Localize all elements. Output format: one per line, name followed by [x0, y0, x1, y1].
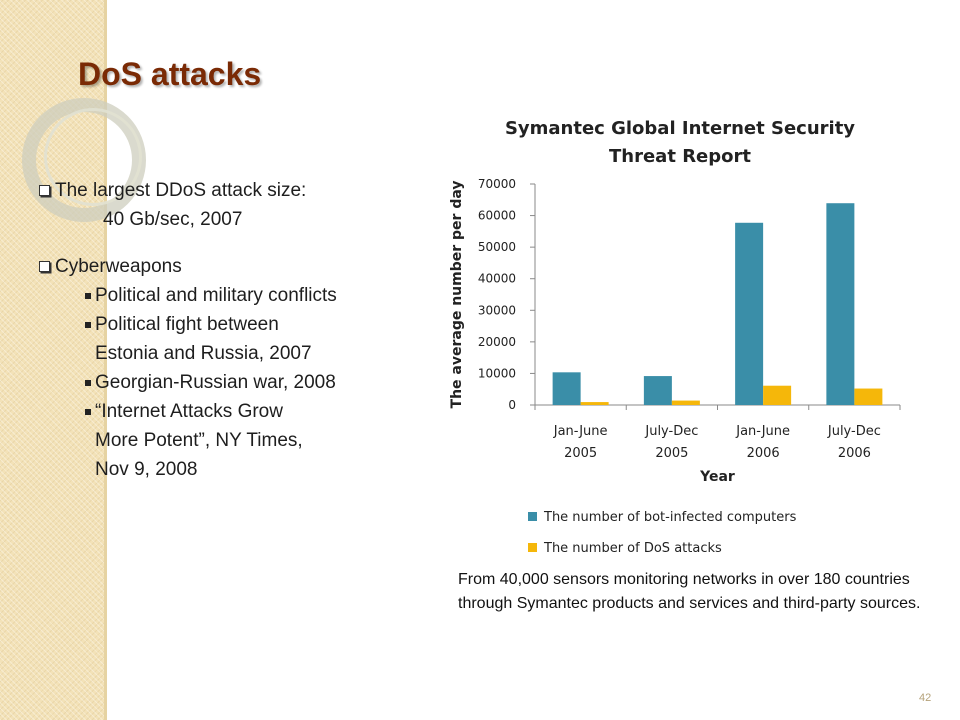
bar-bot-infected — [552, 372, 581, 405]
x-tick-label: 2005 — [564, 446, 597, 461]
bullet-list: The largest DDoS attack size: 40 Gb/sec,… — [37, 176, 397, 484]
legend-swatch-dos-attacks — [528, 543, 537, 552]
bullet-gap — [37, 234, 397, 252]
bar-dos-attacks — [671, 400, 700, 405]
x-tick-label: Jan-June — [553, 424, 608, 439]
bar-bot-infected — [826, 203, 855, 405]
bar-group — [552, 203, 883, 405]
bullet-attack-size: The largest DDoS attack size: — [37, 176, 397, 205]
y-tick-label: 40000 — [478, 272, 516, 286]
legend-label: The number of bot-infected computers — [543, 510, 797, 525]
attack-size-value: 40 Gb/sec, 2007 — [103, 209, 243, 230]
y-tick-label: 10000 — [478, 366, 516, 380]
source-note: From 40,000 sensors monitoring networks … — [458, 571, 921, 612]
cyberweapons-sub-list: Political and military conflicts Politica… — [37, 281, 397, 484]
bar-bot-infected — [643, 376, 672, 405]
sub-bullet-continuation: Estonia and Russia, 2007 — [95, 343, 312, 364]
sub-bullet-continuation: More Potent”, NY Times, — [95, 430, 303, 451]
chart-legend: The number of bot-infected computers The … — [528, 510, 797, 556]
bullet-cyberweapons: Cyberweapons — [37, 252, 397, 281]
x-axis-title-group: Year — [699, 469, 735, 485]
sub-bullet-item: Political fight between — [37, 310, 397, 339]
x-tick-labels: Jan-June 2005 July-Dec 2005 Jan-June 2006 July… — [534, 405, 901, 461]
x-tick-label: July-Dec — [644, 424, 698, 439]
legend-label: The number of DoS attacks — [543, 541, 722, 556]
sub-bullet-item: “Internet Attacks Grow — [37, 397, 397, 426]
bar-chart: Symantec Global Internet Security Threat … — [449, 118, 901, 556]
y-tick-labels: 0 10000 20000 30000 40000 50000 60000 70000 — [478, 177, 535, 412]
x-tick-label: 2005 — [655, 446, 688, 461]
x-axis-title: Year — [699, 469, 735, 485]
sub-bullet-item: Georgian-Russian war, 2008 — [37, 368, 397, 397]
y-tick-label: 0 — [508, 398, 516, 412]
sub-bullet-continuation: Nov 9, 2008 — [95, 459, 198, 480]
y-tick-label: 50000 — [478, 240, 516, 254]
y-axis-title-group: The average number per day — [449, 181, 465, 409]
bar-dos-attacks — [580, 402, 609, 405]
x-tick-label: Jan-June — [735, 424, 790, 439]
y-axis-title: The average number per day — [449, 181, 465, 409]
y-tick-label: 60000 — [478, 209, 516, 223]
chart-title-line: Threat Report — [609, 146, 751, 167]
bar-dos-attacks — [854, 388, 883, 405]
chart-title: Symantec Global Internet Security Threat … — [505, 118, 855, 167]
bar-dos-attacks — [763, 385, 792, 405]
legend-swatch-bot-infected — [528, 512, 537, 521]
decor-inner-ring-icon — [44, 108, 142, 206]
sub-bullet-item: Political and military conflicts — [37, 281, 397, 310]
x-tick-label: 2006 — [747, 446, 780, 461]
side-decor-rule — [104, 0, 107, 720]
y-tick-label: 30000 — [478, 303, 516, 317]
y-tick-label: 20000 — [478, 335, 516, 349]
x-tick-label: July-Dec — [827, 424, 881, 439]
x-tick-label: 2006 — [838, 446, 871, 461]
slide-title: DoS attacks — [78, 56, 262, 92]
bar-bot-infected — [735, 222, 764, 405]
page-number: 42 — [919, 692, 932, 704]
chart-title-line: Symantec Global Internet Security — [505, 118, 855, 139]
y-tick-label: 70000 — [478, 177, 516, 191]
